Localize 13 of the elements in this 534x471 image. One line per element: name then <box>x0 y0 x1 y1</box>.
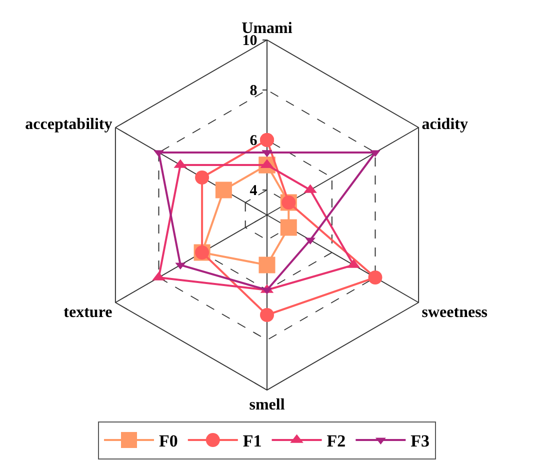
legend-label: F2 <box>326 432 346 451</box>
y-tick-label: 10 <box>242 32 258 49</box>
spoke-label: acidity <box>422 116 468 133</box>
spoke-label: acceptability <box>25 116 112 133</box>
legend-label: F0 <box>159 432 178 451</box>
spoke-label: texture <box>64 304 112 322</box>
legend-label: F1 <box>242 432 262 451</box>
y-tick-label: 6 <box>250 132 258 149</box>
spoke-label: smell <box>249 396 286 414</box>
spoke-label: sweetness <box>422 304 488 322</box>
y-tick-label: 8 <box>250 82 258 99</box>
y-tick-label: 4 <box>250 182 258 199</box>
legend-label: F3 <box>410 432 430 451</box>
